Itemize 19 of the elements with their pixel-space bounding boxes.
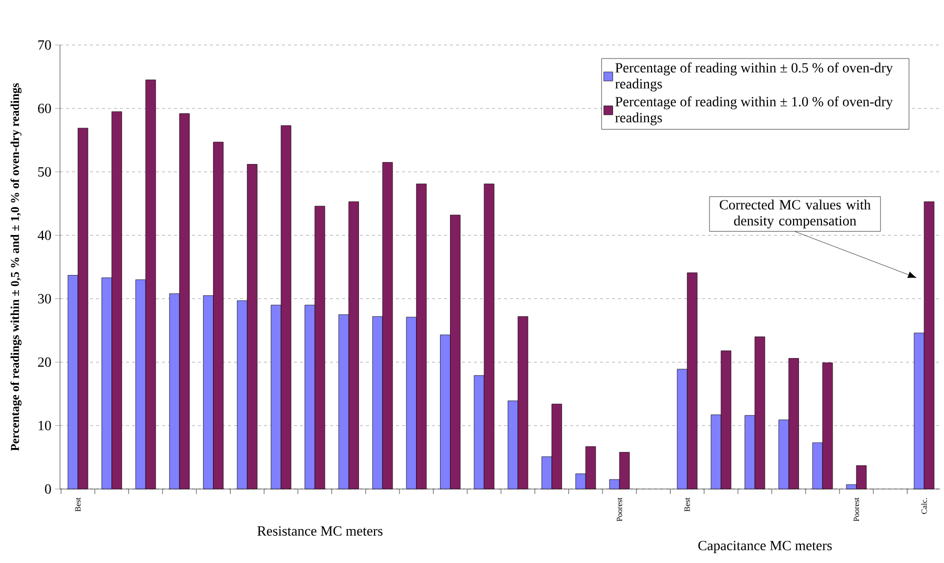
legend-label: Percentage of reading within ± 1.0 % of oven-dry readings bbox=[615, 96, 893, 126]
y-tick-label: 0 bbox=[45, 484, 51, 494]
x-tick-label: Poorest bbox=[854, 498, 860, 522]
y-tick-label: 20 bbox=[38, 357, 51, 367]
x-tick-label: Best bbox=[684, 498, 690, 512]
legend-label: Percentage of reading within ± 0.5 % of oven-dry readings bbox=[615, 62, 893, 92]
x-tick-label: Poorest bbox=[616, 498, 622, 522]
y-tick-label: 30 bbox=[38, 294, 51, 304]
text: Resistance MC meters bbox=[257, 526, 382, 536]
x-tick-label: Calc. bbox=[921, 498, 927, 514]
x-tick-label: Best bbox=[75, 498, 81, 512]
text: Capacitance MC meters bbox=[698, 540, 832, 554]
annotation: Corrected MC values with density compensation bbox=[720, 200, 871, 228]
y-tick-label: 70 bbox=[38, 40, 51, 50]
y-tick-label: 10 bbox=[38, 420, 51, 430]
y-tick-label: 50 bbox=[38, 167, 51, 177]
y-tick-label: 60 bbox=[38, 104, 51, 114]
y-axis-title: Percentage of readings within ± 0,5 % and ± 1,0 % of oven-dry readings bbox=[10, 83, 22, 451]
y-tick-label: 40 bbox=[38, 230, 51, 240]
